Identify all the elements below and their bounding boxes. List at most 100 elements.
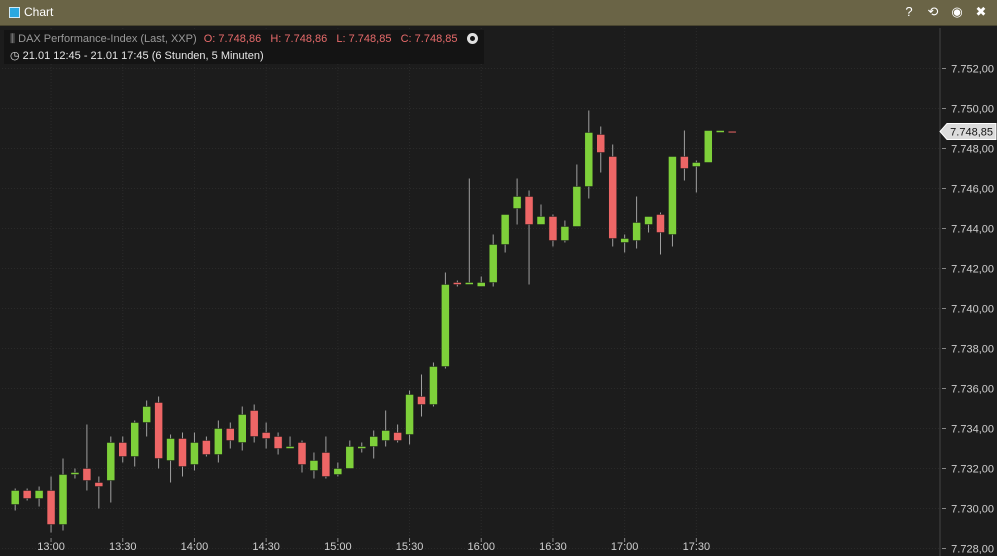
candle-body <box>34 490 44 499</box>
y-axis: 7.728,00 7.730,00 7.732,00 7.734,00 7.736,00… <box>939 28 994 556</box>
candle-body <box>226 428 235 441</box>
candle-body <box>202 440 211 455</box>
candle-body <box>465 282 474 285</box>
y-tick-label: 7.742,00 <box>951 264 994 276</box>
candle-body <box>261 432 271 439</box>
candle-body <box>273 436 283 449</box>
x-tick-label: 16:00 <box>467 541 495 553</box>
candle-body <box>178 438 187 467</box>
candle-body <box>704 130 713 163</box>
ohlc-values: O: 7.748,86 H: 7.748,86 L: 7.748,85 C: 7… <box>203 33 458 45</box>
time-range: 21.01 12:45 - 21.01 17:45 (6 Stunden, 5 … <box>22 50 264 62</box>
y-tick-label: 7.732,00 <box>951 464 994 476</box>
candle-body <box>656 214 665 233</box>
history-icon[interactable]: ⟲ <box>927 4 939 19</box>
candle-body <box>668 156 677 235</box>
last-price-marker: 7.748,85 <box>939 123 997 140</box>
window-titlebar: Chart ? ⟲ ◉ ✖ <box>0 0 997 26</box>
candle-body <box>10 490 20 505</box>
candle-body <box>214 428 223 455</box>
x-tick-label: 16:30 <box>539 541 567 553</box>
x-tick-label: 13:30 <box>109 541 137 553</box>
candle-body <box>142 406 151 423</box>
candle-body <box>429 366 438 405</box>
y-tick-label: 7.736,00 <box>951 384 994 396</box>
y-tick-label: 7.748,00 <box>951 144 994 156</box>
candle-body <box>727 131 737 134</box>
close-icon[interactable]: ✖ <box>975 4 987 19</box>
x-axis: 13:00 13:30 14:00 14:30 15:00 15:30 16:00 16:30… <box>37 538 710 553</box>
y-tick-label: 7.750,00 <box>951 104 994 116</box>
candle-body <box>381 430 390 441</box>
y-tick-label: 7.752,00 <box>951 64 994 76</box>
candle-body <box>500 214 510 245</box>
candle-body <box>106 442 116 481</box>
candle-body <box>22 490 32 499</box>
candle-body <box>453 282 462 285</box>
bars-icon: ⫼ <box>10 33 16 45</box>
candle-body <box>596 134 605 153</box>
window-title: Chart <box>24 5 54 19</box>
candle-body <box>572 186 582 227</box>
last-price-label: 7.748,85 <box>950 127 993 139</box>
y-tick-label: 7.728,00 <box>951 544 994 556</box>
candle-body <box>417 396 426 405</box>
chart-grid <box>2 28 940 549</box>
candles <box>10 110 737 533</box>
candle-body <box>393 432 402 441</box>
settings-icon[interactable] <box>467 33 478 44</box>
range-row: ◷ 21.01 12:45 - 21.01 17:45 (6 Stunden, … <box>10 49 264 62</box>
instrument-name: DAX Performance-Index (Last, XXP) <box>18 33 197 45</box>
chart-window-icon <box>9 7 20 18</box>
candle-body <box>536 216 546 225</box>
candle-body <box>608 156 617 239</box>
candle-body <box>441 284 450 367</box>
candle-body <box>632 222 641 241</box>
x-tick-label: 14:00 <box>181 541 209 553</box>
candle-body <box>524 196 534 225</box>
candle-body <box>321 452 331 477</box>
y-tick-label: 7.740,00 <box>951 304 994 316</box>
candle-body <box>166 438 175 461</box>
candle-body <box>333 468 343 475</box>
candle-body <box>680 156 689 169</box>
instrument-row: ⫼ DAX Performance-Index (Last, XXP) O: 7… <box>10 33 458 46</box>
candle-body <box>369 436 378 447</box>
candle-body <box>118 442 127 457</box>
clock-icon: ◷ <box>10 50 20 62</box>
candle-body <box>70 472 80 475</box>
candle-body <box>46 490 56 525</box>
candle-body <box>692 162 701 167</box>
candle-body <box>405 394 414 435</box>
x-tick-label: 15:30 <box>396 541 424 553</box>
candle-body <box>309 460 319 471</box>
candle-body <box>512 196 522 209</box>
x-tick-label: 14:30 <box>252 541 280 553</box>
candle-body <box>477 282 486 287</box>
candle-body <box>94 482 104 487</box>
candle-body <box>58 474 68 525</box>
record-icon[interactable]: ◉ <box>951 4 963 19</box>
candle-body <box>190 442 199 465</box>
help-icon[interactable]: ? <box>905 4 913 19</box>
y-tick-label: 7.738,00 <box>951 344 994 356</box>
x-tick-label: 13:00 <box>37 541 65 553</box>
candle-body <box>644 216 653 225</box>
x-tick-label: 15:00 <box>324 541 352 553</box>
last-price-box <box>939 123 997 140</box>
candle-body <box>345 446 355 469</box>
candle-body <box>584 132 594 187</box>
candle-body <box>548 216 558 241</box>
candle-body <box>716 130 725 133</box>
y-tick-label: 7.730,00 <box>951 504 994 516</box>
y-tick-label: 7.746,00 <box>951 184 994 196</box>
candle-body <box>620 238 629 243</box>
candle-body <box>238 414 247 443</box>
y-tick-label: 7.744,00 <box>951 224 994 236</box>
candle-body <box>297 442 307 465</box>
candlestick-chart[interactable]: 13:00 13:30 14:00 14:30 15:00 15:30 16:00 16:30… <box>0 26 997 556</box>
candle-body <box>285 446 295 449</box>
x-tick-label: 17:30 <box>683 541 711 553</box>
candle-body <box>82 468 92 481</box>
x-tick-label: 17:00 <box>611 541 639 553</box>
